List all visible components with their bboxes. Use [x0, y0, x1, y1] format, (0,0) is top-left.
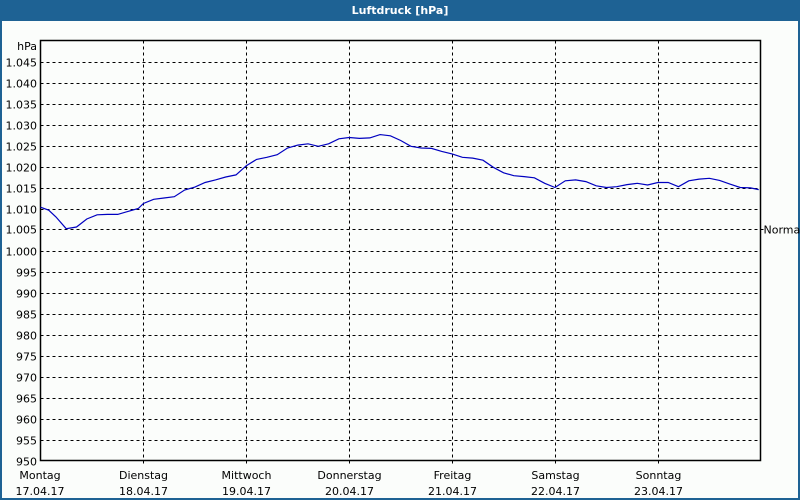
y-tick-label: 1.035: [6, 99, 38, 112]
x-day-label: Freitag: [434, 469, 472, 482]
x-day-label: Dienstag: [119, 469, 168, 482]
y-tick-label: 950: [16, 456, 37, 469]
y-tick-label: 975: [16, 351, 37, 364]
x-date-label: 20.04.17: [325, 485, 374, 498]
y-tick-label: 1.030: [6, 120, 38, 133]
pressure-line: [40, 133, 759, 230]
x-day-label: Donnerstag: [317, 469, 381, 482]
y-tick-label: 1.010: [6, 204, 38, 217]
y-tick-label: 965: [16, 393, 37, 406]
grid-lines: [40, 40, 761, 465]
y-tick-label: 960: [16, 414, 37, 427]
x-axis-labels: Montag 17.04.17 Dienstag 18.04.17 Mittwoch 19…: [16, 469, 683, 498]
y-tick-label: 1.020: [6, 162, 38, 175]
y-tick-label: 980: [16, 330, 37, 343]
y-tick-label: 955: [16, 435, 37, 448]
y-tick-label: 990: [16, 288, 37, 301]
x-date-label: 19.04.17: [222, 485, 271, 498]
y-tick-label: 1.000: [6, 246, 38, 259]
y-axis-unit-label: hPa: [17, 40, 37, 53]
x-day-label: Mittwoch: [222, 469, 272, 482]
x-day-label: Montag: [19, 469, 60, 482]
y-tick-label: 1.015: [6, 183, 38, 196]
x-day-label: Samstag: [531, 469, 579, 482]
x-date-label: 22.04.17: [531, 485, 580, 498]
y-tick-label: 970: [16, 372, 37, 385]
x-date-label: 21.04.17: [428, 485, 477, 498]
x-date-label: 17.04.17: [16, 485, 65, 498]
plot-frame: [39, 39, 762, 462]
x-date-label: 23.04.17: [634, 485, 683, 498]
y-tick-label: 1.005: [6, 224, 38, 237]
y-tick-label: 1.040: [6, 78, 38, 91]
x-day-label: Sonntag: [636, 469, 682, 482]
window-title: Luftdruck [hPa]: [0, 0, 800, 21]
y-axis-ticks: 950 955 960 965 970 975 980 985 990 995 1.000 1.005…: [6, 57, 38, 469]
y-tick-label: 1.045: [6, 57, 38, 70]
y-tick-label: 1.025: [6, 141, 38, 154]
normal-reference-marker: Normal: [760, 224, 800, 237]
normal-label: Normal: [764, 224, 800, 237]
y-tick-label: 995: [16, 267, 37, 280]
x-date-label: 18.04.17: [119, 485, 168, 498]
y-tick-label: 985: [16, 309, 37, 322]
